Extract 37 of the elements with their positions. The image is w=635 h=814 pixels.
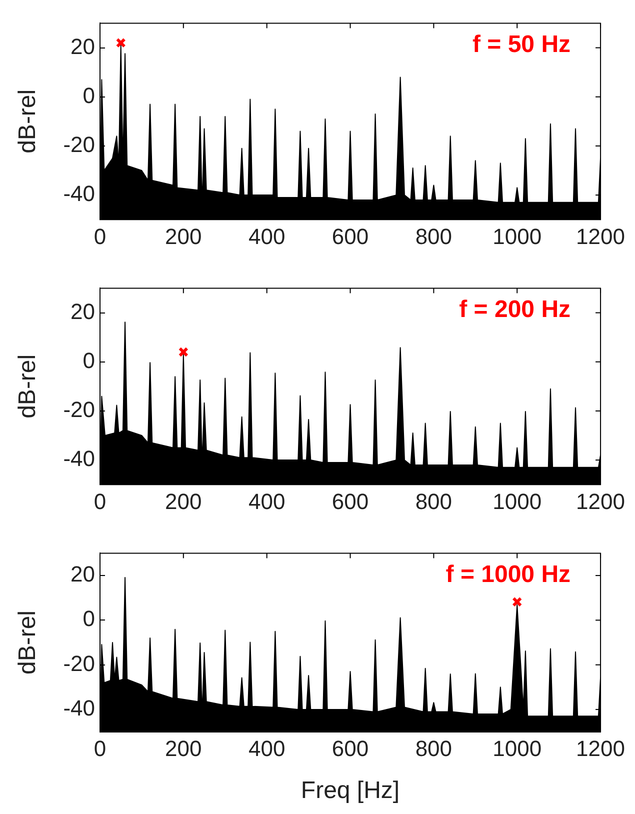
x-tick-label: 400 xyxy=(248,736,286,762)
x-tick-label: 600 xyxy=(332,488,369,514)
x-tick-label: 1000 xyxy=(492,488,542,514)
x-tick-label: 1200 xyxy=(576,736,626,762)
x-tick-label: 1000 xyxy=(492,224,542,249)
x-axis-title: Freq [Hz] xyxy=(300,777,400,804)
x-tick-label: 200 xyxy=(165,488,202,514)
y-tick-label: -40 xyxy=(63,696,95,721)
y-tick-label: -40 xyxy=(63,446,95,472)
y-tick-label: 20 xyxy=(70,34,95,59)
annotation: f = 200 Hz xyxy=(459,296,571,323)
x-tick-label: 800 xyxy=(415,488,452,514)
x-tick-label: 600 xyxy=(332,224,369,249)
y-tick-label: -20 xyxy=(63,132,95,158)
x-tick-label: 400 xyxy=(248,488,286,514)
y-tick-label: -20 xyxy=(63,650,95,676)
y-tick-label: 0 xyxy=(82,82,95,108)
y-tick-label: -40 xyxy=(63,181,95,206)
y-tick-label: 20 xyxy=(70,298,95,324)
x-tick-label: 200 xyxy=(165,224,202,249)
x-tick-label: 800 xyxy=(415,224,452,249)
y-tick-label: 0 xyxy=(82,348,95,373)
y-axis-title: dB-rel xyxy=(14,610,42,675)
x-tick-label: 1200 xyxy=(576,224,626,249)
y-tick-label: 20 xyxy=(70,562,95,587)
y-tick-label: 0 xyxy=(82,606,95,632)
x-tick-label: 1200 xyxy=(576,488,626,514)
y-axis-title: dB-rel xyxy=(14,89,42,154)
x-tick-label: 800 xyxy=(415,736,452,762)
y-axis-title: dB-rel xyxy=(14,354,42,418)
annotation: f = 50 Hz xyxy=(472,30,571,58)
y-tick-label: -20 xyxy=(63,397,95,422)
x-tick-label: 1000 xyxy=(492,736,542,762)
annotation: f = 1000 Hz xyxy=(446,560,571,588)
x-tick-label: 400 xyxy=(248,224,286,249)
x-tick-label: 200 xyxy=(165,736,202,762)
x-tick-label: 600 xyxy=(332,736,369,762)
